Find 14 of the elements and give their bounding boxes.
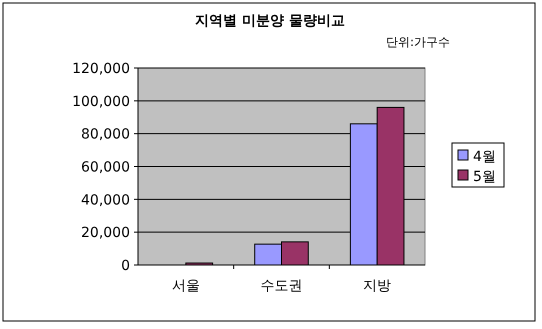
y-tick-label: 60,000 bbox=[81, 160, 130, 176]
x-tick-label: 서울 bbox=[172, 278, 200, 294]
y-tick-label: 80,000 bbox=[81, 126, 130, 143]
x-tick-label: 수도권 bbox=[260, 278, 302, 294]
y-tick-label: 0 bbox=[121, 258, 130, 274]
y-tick-label: 120,000 bbox=[72, 61, 130, 77]
chart-title: 지역별 미분양 물량비교 bbox=[195, 13, 345, 29]
y-tick-label: 100,000 bbox=[72, 94, 130, 110]
y-tick-label: 40,000 bbox=[81, 192, 130, 208]
y-tick-label: 20,000 bbox=[81, 225, 130, 242]
legend-label: 4월 bbox=[473, 149, 496, 165]
legend-label: 5월 bbox=[473, 169, 496, 185]
text: 단위:가구수 bbox=[386, 35, 450, 49]
x-tick-label: 지방 bbox=[363, 278, 392, 294]
